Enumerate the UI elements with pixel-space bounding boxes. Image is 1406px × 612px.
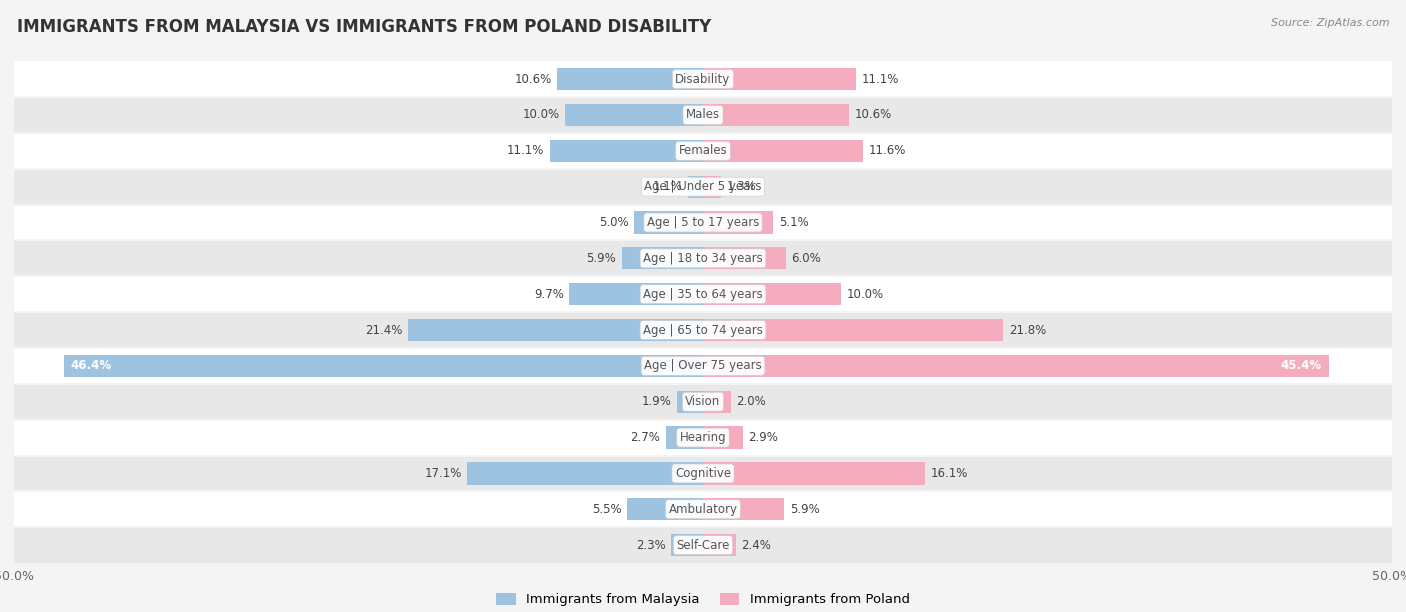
Text: Vision: Vision — [685, 395, 721, 408]
Text: 45.4%: 45.4% — [1281, 359, 1322, 372]
Bar — [703, 534, 737, 556]
Bar — [14, 384, 1392, 420]
Bar — [688, 176, 703, 198]
Text: 2.4%: 2.4% — [741, 539, 772, 551]
Bar — [14, 348, 1392, 384]
Bar — [14, 455, 1392, 491]
Text: 5.9%: 5.9% — [586, 252, 616, 265]
Text: 5.9%: 5.9% — [790, 503, 820, 516]
Bar — [14, 420, 1392, 455]
Bar — [703, 104, 849, 126]
Text: Age | Over 75 years: Age | Over 75 years — [644, 359, 762, 372]
Bar — [703, 140, 863, 162]
Bar — [703, 498, 785, 520]
Bar — [550, 140, 703, 162]
Text: 5.0%: 5.0% — [599, 216, 628, 229]
Bar — [676, 390, 703, 413]
Text: 2.0%: 2.0% — [737, 395, 766, 408]
Text: Disability: Disability — [675, 73, 731, 86]
Legend: Immigrants from Malaysia, Immigrants from Poland: Immigrants from Malaysia, Immigrants fro… — [491, 588, 915, 611]
Bar — [14, 276, 1392, 312]
Text: Age | 35 to 64 years: Age | 35 to 64 years — [643, 288, 763, 300]
Bar — [14, 312, 1392, 348]
Bar — [634, 211, 703, 234]
Bar — [703, 283, 841, 305]
Bar — [666, 427, 703, 449]
Text: Age | 5 to 17 years: Age | 5 to 17 years — [647, 216, 759, 229]
Bar — [14, 527, 1392, 563]
Bar — [14, 491, 1392, 527]
Text: 2.9%: 2.9% — [748, 431, 779, 444]
Text: 2.7%: 2.7% — [630, 431, 661, 444]
Bar — [14, 204, 1392, 241]
Bar — [671, 534, 703, 556]
Bar — [63, 355, 703, 377]
Text: Age | Under 5 years: Age | Under 5 years — [644, 180, 762, 193]
Text: 6.0%: 6.0% — [792, 252, 821, 265]
Text: IMMIGRANTS FROM MALAYSIA VS IMMIGRANTS FROM POLAND DISABILITY: IMMIGRANTS FROM MALAYSIA VS IMMIGRANTS F… — [17, 18, 711, 36]
Bar — [14, 133, 1392, 169]
Text: Age | 65 to 74 years: Age | 65 to 74 years — [643, 324, 763, 337]
Bar — [703, 319, 1004, 341]
Bar — [14, 169, 1392, 204]
Text: 1.9%: 1.9% — [641, 395, 671, 408]
Text: Males: Males — [686, 108, 720, 121]
Text: 11.6%: 11.6% — [869, 144, 905, 157]
Text: 5.1%: 5.1% — [779, 216, 808, 229]
Text: 21.4%: 21.4% — [366, 324, 402, 337]
Bar — [703, 247, 786, 269]
Text: 46.4%: 46.4% — [70, 359, 111, 372]
Text: Source: ZipAtlas.com: Source: ZipAtlas.com — [1271, 18, 1389, 28]
Text: 10.6%: 10.6% — [515, 73, 551, 86]
Text: Self-Care: Self-Care — [676, 539, 730, 551]
Text: 10.0%: 10.0% — [523, 108, 560, 121]
Bar — [14, 97, 1392, 133]
Text: Hearing: Hearing — [679, 431, 727, 444]
Bar — [14, 241, 1392, 276]
Bar — [703, 462, 925, 485]
Text: 1.3%: 1.3% — [727, 180, 756, 193]
Bar — [703, 355, 1329, 377]
Text: Age | 18 to 34 years: Age | 18 to 34 years — [643, 252, 763, 265]
Text: 11.1%: 11.1% — [862, 73, 898, 86]
Text: 11.1%: 11.1% — [508, 144, 544, 157]
Bar — [621, 247, 703, 269]
Bar — [703, 427, 742, 449]
Text: 5.5%: 5.5% — [592, 503, 621, 516]
Bar — [627, 498, 703, 520]
Text: 16.1%: 16.1% — [931, 467, 967, 480]
Bar — [14, 61, 1392, 97]
Bar — [703, 176, 721, 198]
Bar — [408, 319, 703, 341]
Bar — [565, 104, 703, 126]
Text: 1.1%: 1.1% — [652, 180, 682, 193]
Text: Ambulatory: Ambulatory — [668, 503, 738, 516]
Text: 21.8%: 21.8% — [1010, 324, 1046, 337]
Text: 9.7%: 9.7% — [534, 288, 564, 300]
Text: 10.6%: 10.6% — [855, 108, 891, 121]
Bar — [467, 462, 703, 485]
Bar — [703, 390, 731, 413]
Text: Cognitive: Cognitive — [675, 467, 731, 480]
Bar — [703, 211, 773, 234]
Text: 2.3%: 2.3% — [636, 539, 666, 551]
Text: 10.0%: 10.0% — [846, 288, 883, 300]
Bar — [557, 68, 703, 90]
Bar — [703, 68, 856, 90]
Bar — [569, 283, 703, 305]
Text: 17.1%: 17.1% — [425, 467, 461, 480]
Text: Females: Females — [679, 144, 727, 157]
